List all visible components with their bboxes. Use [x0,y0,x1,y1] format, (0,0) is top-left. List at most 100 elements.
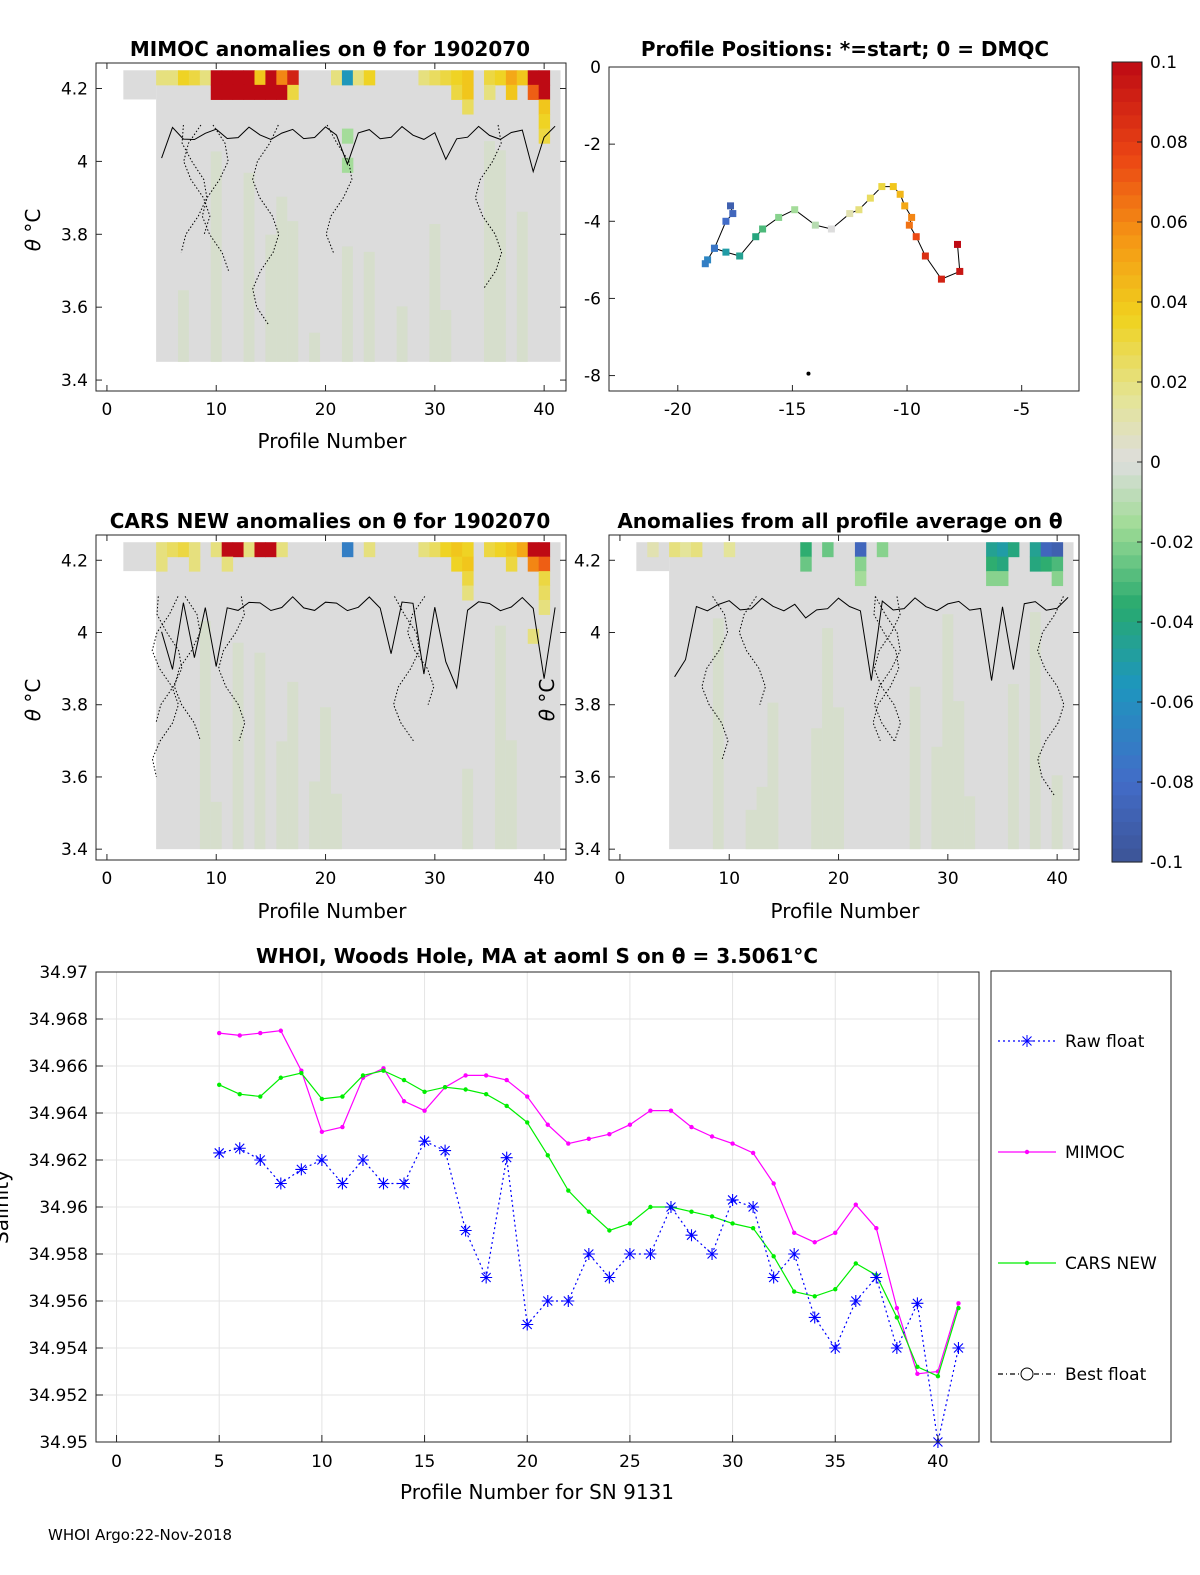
data-point-mimoc [874,1225,879,1231]
anomaly-cell [341,246,353,362]
anomaly-cell [276,196,288,362]
x-tick-label: 10 [205,400,227,420]
anomaly-cell [177,290,189,362]
colorbar-segment [1112,662,1142,676]
data-point-cars-new [791,1289,797,1294]
colorbar-tick-label: 0.02 [1150,373,1188,393]
anomaly-cell [1029,612,1041,850]
anomaly-cell [429,224,441,362]
data-point-cars-new [217,1082,222,1088]
anomaly-cell [931,746,943,850]
data-point-cars-new [504,1103,509,1109]
y-tick-label: 34.964 [29,1104,88,1124]
legend-label: Best float [1065,1365,1147,1385]
contour-dotted [407,596,435,705]
anomaly-cell [484,141,495,362]
legend-marker [1021,1035,1033,1047]
colorbar-segment [1112,155,1142,170]
data-point-raw-float [767,1271,780,1284]
anomaly-cell [484,70,496,86]
data-point-cars-new [319,1096,325,1102]
data-point-mimoc [483,1073,489,1078]
legend-label: CARS NEW [1065,1254,1157,1274]
data-point-cars-new [258,1094,263,1099]
data-point-cars-new [566,1188,571,1193]
x-tick-label: 0 [102,869,113,889]
position-marker [759,225,767,233]
contour-dotted [701,596,729,760]
anomaly-cell [462,556,474,572]
data-point-raw-float [377,1177,390,1190]
anomaly-cell [462,585,474,601]
colorbar-tick-label: -0.06 [1150,693,1194,713]
anomaly-field-top [123,70,157,100]
position-marker [921,252,929,260]
colorbar-tick-label: 0.06 [1150,213,1188,233]
colorbar-segment [1112,728,1142,743]
anomaly-cell [210,542,223,558]
data-point-cars-new [237,1092,242,1097]
data-point-mimoc [750,1150,756,1156]
y-tick-label: 4.2 [61,80,88,100]
anomaly-cell [538,600,551,615]
position-marker [889,183,897,191]
data-point-raw-float [233,1142,246,1155]
cars-ylabel: θ °C [21,679,45,722]
contour-dotted [873,596,902,741]
svg-text:θ °C: θ °C [21,209,45,252]
anomaly-cell [854,571,867,587]
x-tick-label: -10 [893,400,921,420]
x-tick-label: 30 [722,1452,744,1472]
anomaly-cell [462,70,474,86]
position-marker [727,202,735,210]
anomaly-cell [822,542,834,558]
axes-box [608,66,1080,392]
x-tick-label: 40 [533,400,555,420]
anomaly-cell [287,681,299,850]
anomaly-cell [232,70,245,86]
colorbar-segment [1112,608,1142,623]
series-line-raw-float [219,1140,960,1443]
anomaly-cell [156,542,168,558]
data-point-cars-new [299,1070,304,1076]
colorbar-segment [1112,422,1142,436]
anomaly-cell [210,151,222,362]
data-point-mimoc [504,1077,509,1083]
anomaly-cell [254,652,266,850]
x-tick-label: 25 [619,1452,641,1472]
anomaly-cell [418,70,430,86]
cars-heatmap-panel: 0 10 20 30 40 4.2 4 3.8 3.6 3.4 [61,534,567,889]
data-point-raw-float [398,1177,411,1190]
anomaly-cell [363,251,375,362]
legend-marker [1020,1367,1034,1381]
colorbar-segment [1112,702,1142,716]
position-marker [701,260,709,268]
data-point-cars-new [648,1204,653,1210]
data-point-mimoc [709,1134,715,1139]
anomaly-cell [712,618,724,850]
colorbar-segment [1112,675,1142,690]
anomaly-cell [538,84,551,100]
data-point-cars-new [340,1094,345,1099]
colorbar-segment [1112,755,1142,770]
colorbar-segment [1112,808,1142,823]
y-tick-label: 3.8 [61,225,88,245]
colorbar-segment [1112,222,1142,236]
anomaly-cell [964,796,976,850]
data-point-cars-new [894,1315,900,1320]
x-tick-label: 0 [111,1452,122,1472]
y-tick-label: 3.6 [574,768,601,788]
anomaly-cell [538,542,551,558]
anomaly-cell [1040,542,1053,558]
anomaly-cell [265,542,277,558]
contour-dotted [872,596,900,741]
x-tick-label: -5 [1013,400,1030,420]
data-point-mimoc [833,1230,838,1236]
colorbar-tick-label: -0.08 [1150,773,1194,793]
data-point-raw-float [706,1248,719,1260]
colorbar-segment [1112,142,1142,156]
data-point-raw-float [870,1271,883,1284]
anomaly-cell [997,571,1009,587]
colorbar-segment [1112,555,1142,570]
anomaly-cell [276,70,288,86]
